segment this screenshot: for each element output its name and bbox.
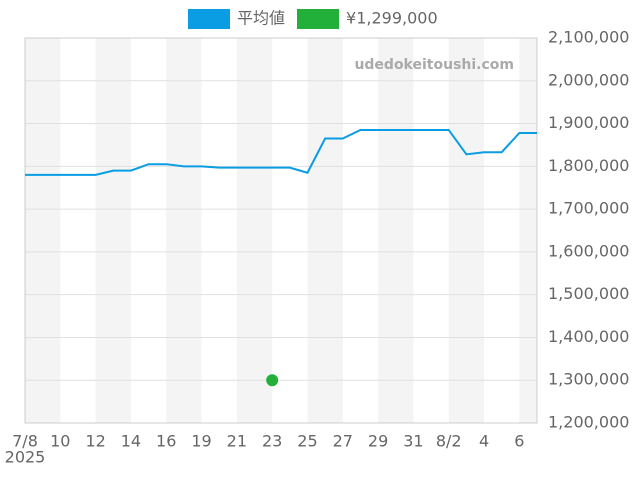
x-tick-label: 12	[85, 432, 105, 451]
x-tick-label: 6	[514, 432, 524, 451]
x-tick-label: 23	[262, 432, 282, 451]
band	[519, 38, 537, 423]
x-tick-label: 8/2	[436, 432, 462, 451]
x-tick-label: 10	[50, 432, 70, 451]
band	[448, 38, 485, 423]
x-tick-label: 14	[121, 432, 141, 451]
legend-swatch	[297, 9, 340, 29]
band	[307, 38, 343, 423]
y-tick-label: 2,000,000	[548, 70, 629, 89]
y-tick-label: 1,900,000	[548, 113, 629, 132]
x-tick-label: 29	[368, 432, 388, 451]
x-tick-label: 25	[297, 432, 317, 451]
x-tick-label: 19	[191, 432, 211, 451]
x-tick-label: 7/8	[12, 432, 38, 451]
plot-border	[24, 37, 538, 424]
y-tick-label: 1,800,000	[548, 156, 629, 175]
band	[378, 38, 414, 423]
band	[95, 38, 131, 423]
y-tick-label: 1,200,000	[548, 413, 629, 432]
y-tick-label: 1,300,000	[548, 370, 629, 389]
band	[236, 38, 273, 423]
y-tick-label: 1,600,000	[548, 241, 629, 260]
x-tick-label: 21	[227, 432, 247, 451]
legend-label: ¥1,299,000	[346, 9, 438, 28]
legend-swatch	[188, 9, 230, 29]
band	[166, 38, 202, 423]
bands	[25, 38, 537, 423]
x-tick-label: 31	[403, 432, 423, 451]
legend-label: 平均値	[237, 9, 285, 28]
x-tick-label: 4	[479, 432, 489, 451]
line	[25, 128, 537, 176]
y-tick-label: 2,100,000	[548, 28, 629, 47]
band	[25, 38, 61, 423]
x-tick-label: 27	[333, 432, 353, 451]
year-label: 2025	[5, 448, 46, 467]
point	[266, 374, 279, 387]
y-tick-label: 1,700,000	[548, 199, 629, 218]
y-tick-label: 1,400,000	[548, 327, 629, 346]
x-tick-label: 16	[156, 432, 176, 451]
watermark: udedokeitoushi.com	[354, 57, 514, 73]
y-tick-label: 1,500,000	[548, 284, 629, 303]
